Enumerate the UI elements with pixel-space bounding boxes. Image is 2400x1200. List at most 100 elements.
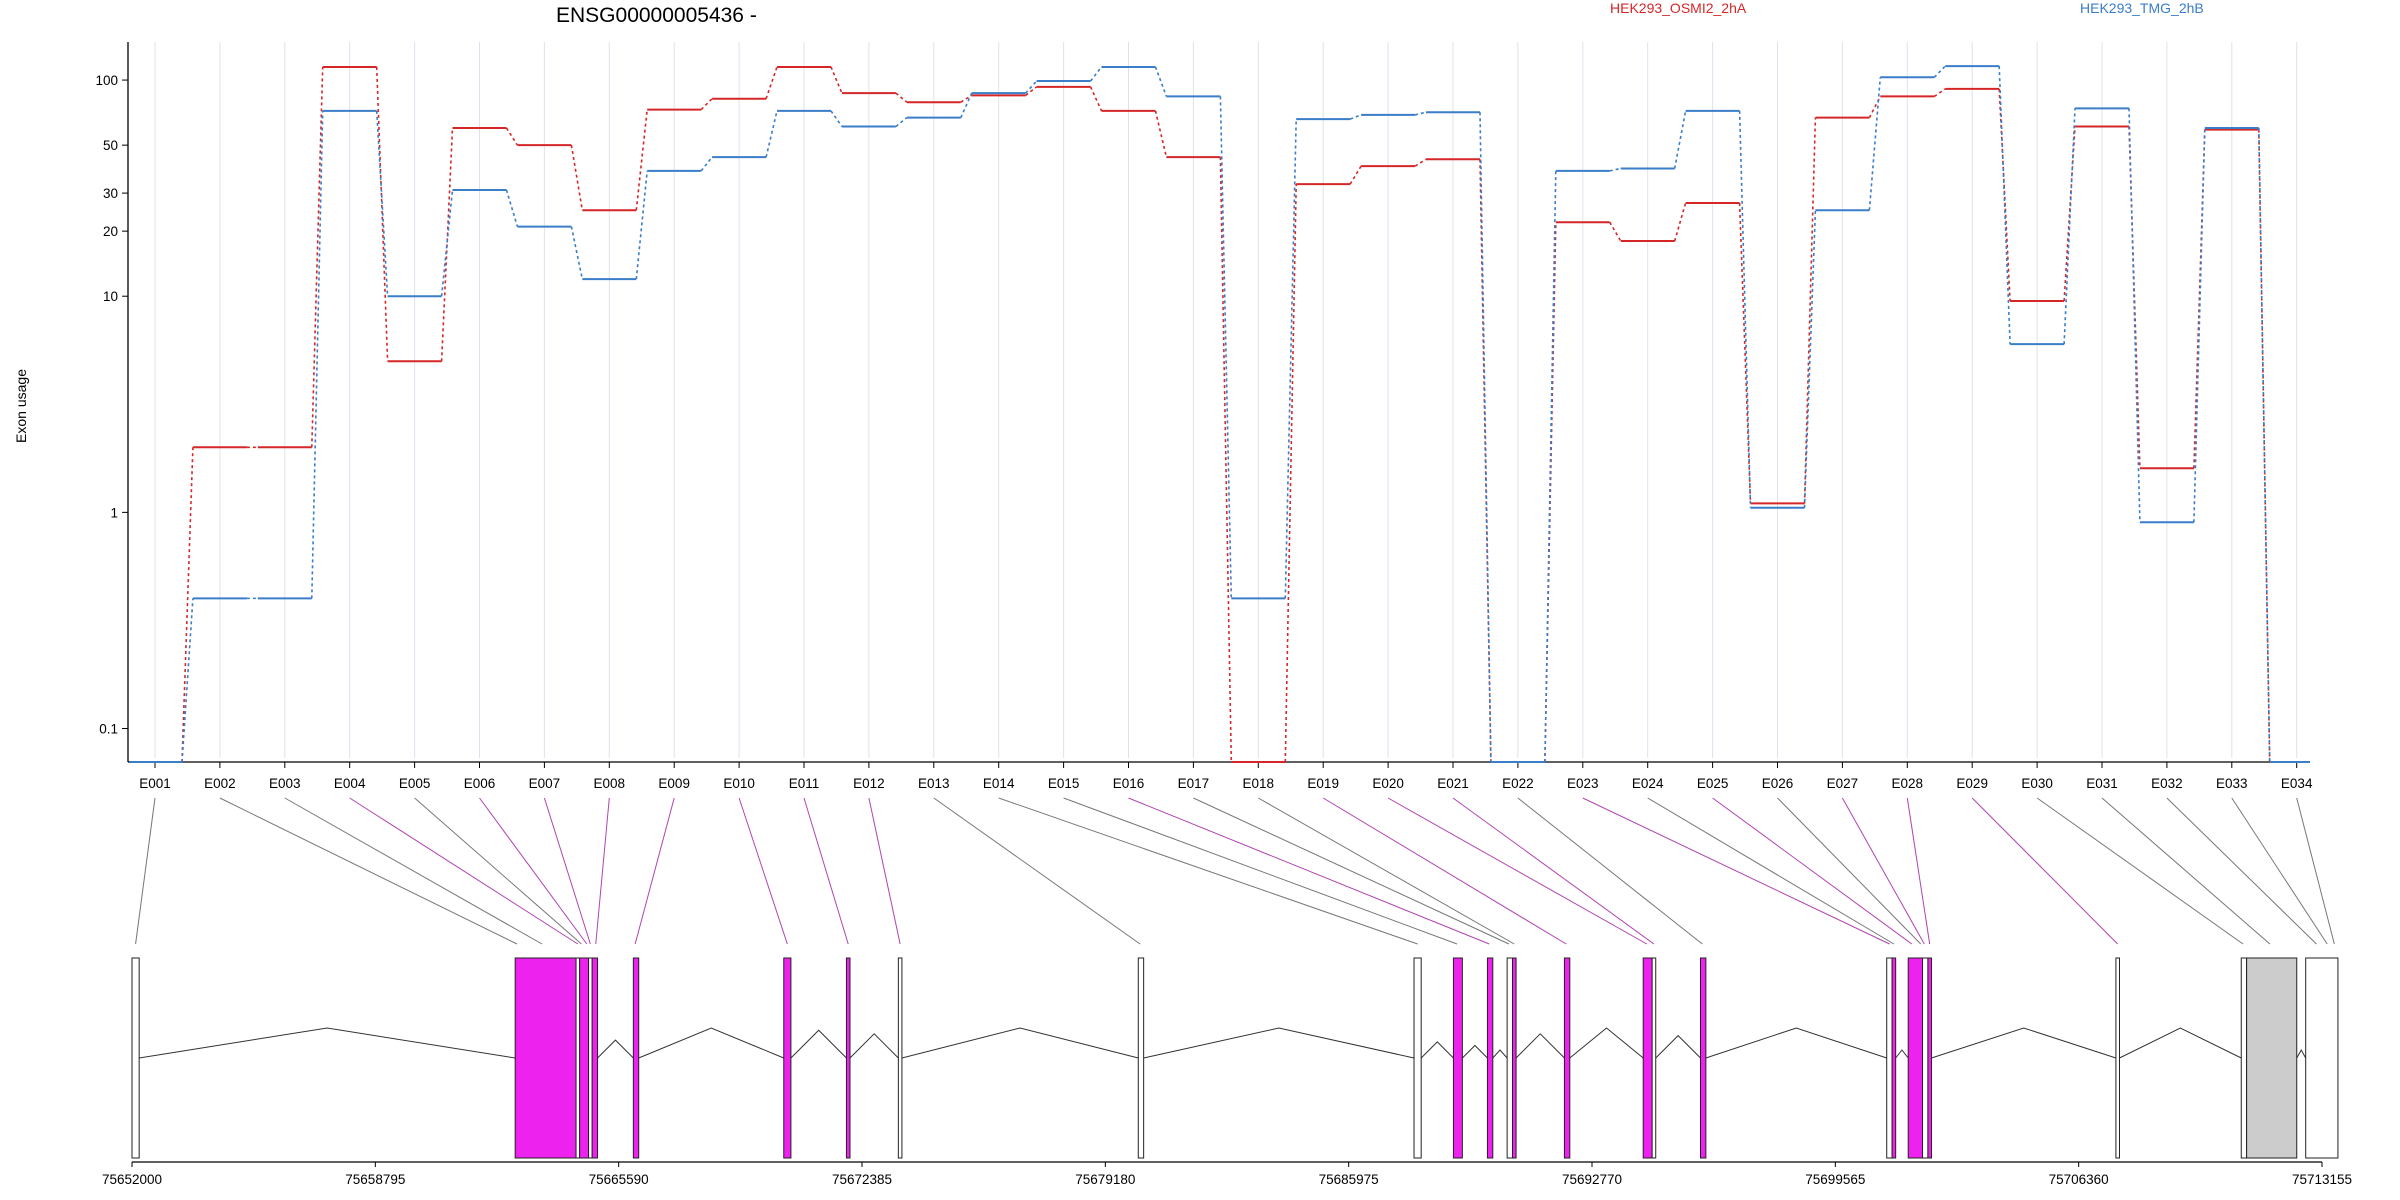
- exon-box: [1486, 957, 1494, 1159]
- series-ramp: [505, 127, 519, 146]
- series-ramp: [1219, 157, 1233, 763]
- series-ramp: [635, 170, 648, 280]
- exon-connector: [1452, 797, 1655, 945]
- series-ramp: [440, 127, 454, 362]
- legend-entry-tmg: HEK293_TMG_2hB: [2080, 0, 2204, 16]
- series-ramp: [895, 117, 908, 128]
- genomic-tick-label: 75692770: [1562, 1172, 1622, 1187]
- genomic-tick-label: 75652000: [102, 1172, 162, 1187]
- x-tick-label: E026: [1762, 776, 1794, 791]
- exon-connector: [1712, 797, 1913, 945]
- exon-box: [575, 957, 581, 1159]
- exon-connector: [1582, 797, 1890, 945]
- exon-connector: [634, 797, 675, 945]
- exon-box: [1927, 957, 1932, 1159]
- x-tick-label: E005: [399, 776, 431, 791]
- exon-box: [1922, 957, 1929, 1159]
- series-ramp: [1998, 88, 2011, 302]
- exon-connector: [1322, 797, 1567, 945]
- exon-connector: [1906, 797, 1931, 945]
- series-ramp: [1025, 80, 1038, 94]
- series-ramp: [1219, 96, 1233, 599]
- genomic-tick-label: 75706360: [2049, 1172, 2109, 1187]
- x-tick-label: E002: [204, 776, 236, 791]
- x-tick-label: E017: [1178, 776, 1210, 791]
- intron-line: [597, 1039, 634, 1059]
- y-tick-label: 10: [103, 289, 118, 304]
- x-tick-label: E019: [1307, 776, 1339, 791]
- x-tick-label: E015: [1048, 776, 1080, 791]
- series-ramp: [505, 189, 519, 227]
- exon-connector: [738, 797, 788, 945]
- x-tick-label: E008: [594, 776, 626, 791]
- exon-connector: [479, 797, 588, 945]
- series-ramp: [1089, 86, 1103, 112]
- series-ramp: [1349, 165, 1362, 185]
- series-ramp: [960, 94, 973, 103]
- exon-box: [591, 957, 599, 1159]
- x-tick-label: E003: [269, 776, 301, 791]
- exon-box: [783, 957, 792, 1159]
- series-ramp: [570, 144, 584, 211]
- exon-connector: [1777, 797, 1922, 945]
- series-ramp: [375, 110, 389, 297]
- series-ramp: [1154, 110, 1168, 158]
- exon-connector: [1387, 797, 1648, 945]
- series-group: [130, 65, 2310, 763]
- x-axis: E001 E002 E003 E004 E005 E006 E007 E008 E009 E010…: [128, 761, 2313, 791]
- series-ramp: [181, 447, 194, 763]
- series-ramp: [1738, 110, 1752, 508]
- x-tick-label: E030: [2021, 776, 2053, 791]
- y-tick-label: 100: [95, 73, 118, 88]
- exon-connector: [2036, 797, 2244, 945]
- intron-line: [790, 1029, 847, 1059]
- x-tick-label: E031: [2086, 776, 2118, 791]
- x-tick-label: E025: [1697, 776, 1729, 791]
- exon-box: [2115, 957, 2120, 1159]
- exon-connectors: [135, 797, 2335, 945]
- series-ramp: [1414, 158, 1427, 167]
- exon-box: [131, 957, 140, 1159]
- intron-line: [1931, 1027, 2117, 1059]
- x-tick-label: E004: [334, 776, 366, 791]
- vertical-gridlines: [154, 42, 2298, 758]
- gene-model: 75652000 75658795 75665590 75672385 75679180…: [102, 957, 2352, 1187]
- exon-box: [1452, 957, 1463, 1159]
- x-tick-label: E009: [658, 776, 690, 791]
- exon-box: [632, 957, 640, 1159]
- series-ramp: [570, 226, 584, 280]
- exon-box: [1700, 957, 1707, 1159]
- exon-connector: [595, 797, 610, 945]
- exon-connector: [1258, 797, 1515, 945]
- genomic-tick-label: 75699565: [1805, 1172, 1865, 1187]
- series-ramp: [830, 66, 843, 94]
- series-ramp: [311, 66, 324, 448]
- series-ramp: [1089, 66, 1103, 82]
- intron-line: [1420, 1041, 1454, 1059]
- exon-box: [1642, 957, 1653, 1159]
- exon-box: [1512, 957, 1517, 1159]
- series-ramp: [2063, 126, 2076, 302]
- series-ramp: [311, 110, 324, 599]
- y-axis: 0.1 1 10 20 30 50 100: [95, 42, 129, 762]
- series-ramp: [1154, 66, 1168, 97]
- series-ramp: [1673, 110, 1687, 169]
- series-ramp: [895, 92, 908, 103]
- intron-line: [1515, 1033, 1565, 1059]
- x-tick-label: E033: [2216, 776, 2248, 791]
- exon-connector: [1841, 797, 1925, 945]
- exon-box: [2305, 957, 2339, 1159]
- intron-line: [1462, 1044, 1488, 1059]
- exon-box: [588, 957, 593, 1159]
- y-tick-label: 30: [103, 186, 118, 201]
- intron-line: [901, 1027, 1139, 1059]
- exon-connector: [2231, 797, 2328, 945]
- y-tick-label: 20: [103, 224, 118, 239]
- intron-line: [638, 1027, 784, 1059]
- series-ramp: [1933, 88, 1946, 98]
- series-ramp: [1025, 86, 1038, 96]
- series-ramp: [1803, 117, 1817, 504]
- series-ramp: [1609, 221, 1622, 242]
- exon-connector: [2296, 797, 2335, 945]
